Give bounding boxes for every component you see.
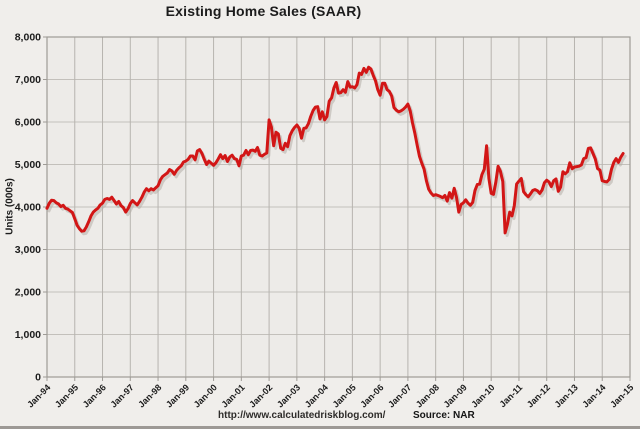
x-tick-label: Jan-98	[136, 382, 163, 409]
x-tick-label: Jan-95	[53, 382, 80, 409]
y-tick-label: 6,000	[15, 117, 41, 129]
x-tick-label: Jan-04	[303, 382, 330, 409]
y-tick-label: 1,000	[15, 329, 41, 341]
y-tick-label: 2,000	[15, 287, 41, 299]
x-tick-label: Jan-94	[25, 382, 52, 409]
y-tick-label: 7,000	[15, 74, 41, 86]
series-line	[45, 65, 625, 235]
x-tick-label: Jan-02	[247, 382, 274, 409]
x-tick-label: Jan-11	[497, 382, 524, 409]
x-tick-label: Jan-00	[192, 382, 219, 409]
x-tick-label: Jan-12	[525, 382, 552, 409]
x-tick-label: Jan-13	[553, 382, 580, 409]
x-tick-label: Jan-96	[81, 382, 108, 409]
x-tick-label: Jan-97	[108, 382, 135, 409]
x-tick-label: Jan-08	[414, 382, 441, 409]
x-tick-label: Jan-03	[275, 382, 302, 409]
x-tick-label: Jan-09	[442, 382, 469, 409]
footer-url-text: http://www.calculatedriskblog.com/	[218, 410, 386, 421]
y-tick-label: 3,000	[15, 244, 41, 256]
x-tick-label: Jan-07	[386, 382, 413, 409]
x-tick-label: Jan-05	[331, 382, 358, 409]
y-tick-label: 0	[35, 372, 41, 384]
x-tick-label: Jan-01	[220, 382, 247, 409]
chart-title: Existing Home Sales (SAAR)	[165, 3, 362, 19]
y-tick-label: 8,000	[15, 32, 41, 44]
y-axis-title: Units (000s)	[4, 178, 16, 235]
y-tick-label: 4,000	[15, 202, 41, 214]
y-tick-label: 5,000	[15, 159, 41, 171]
x-tick-label: Jan-06	[358, 382, 385, 409]
x-tick-label: Jan-99	[164, 382, 191, 409]
x-tick-label: Jan-14	[580, 382, 607, 409]
footer-source-text: Source: NAR	[413, 410, 475, 421]
bottom-edge-strip	[0, 426, 640, 429]
x-tick-label: Jan-15	[608, 382, 635, 409]
x-tick-label: Jan-10	[469, 382, 496, 409]
